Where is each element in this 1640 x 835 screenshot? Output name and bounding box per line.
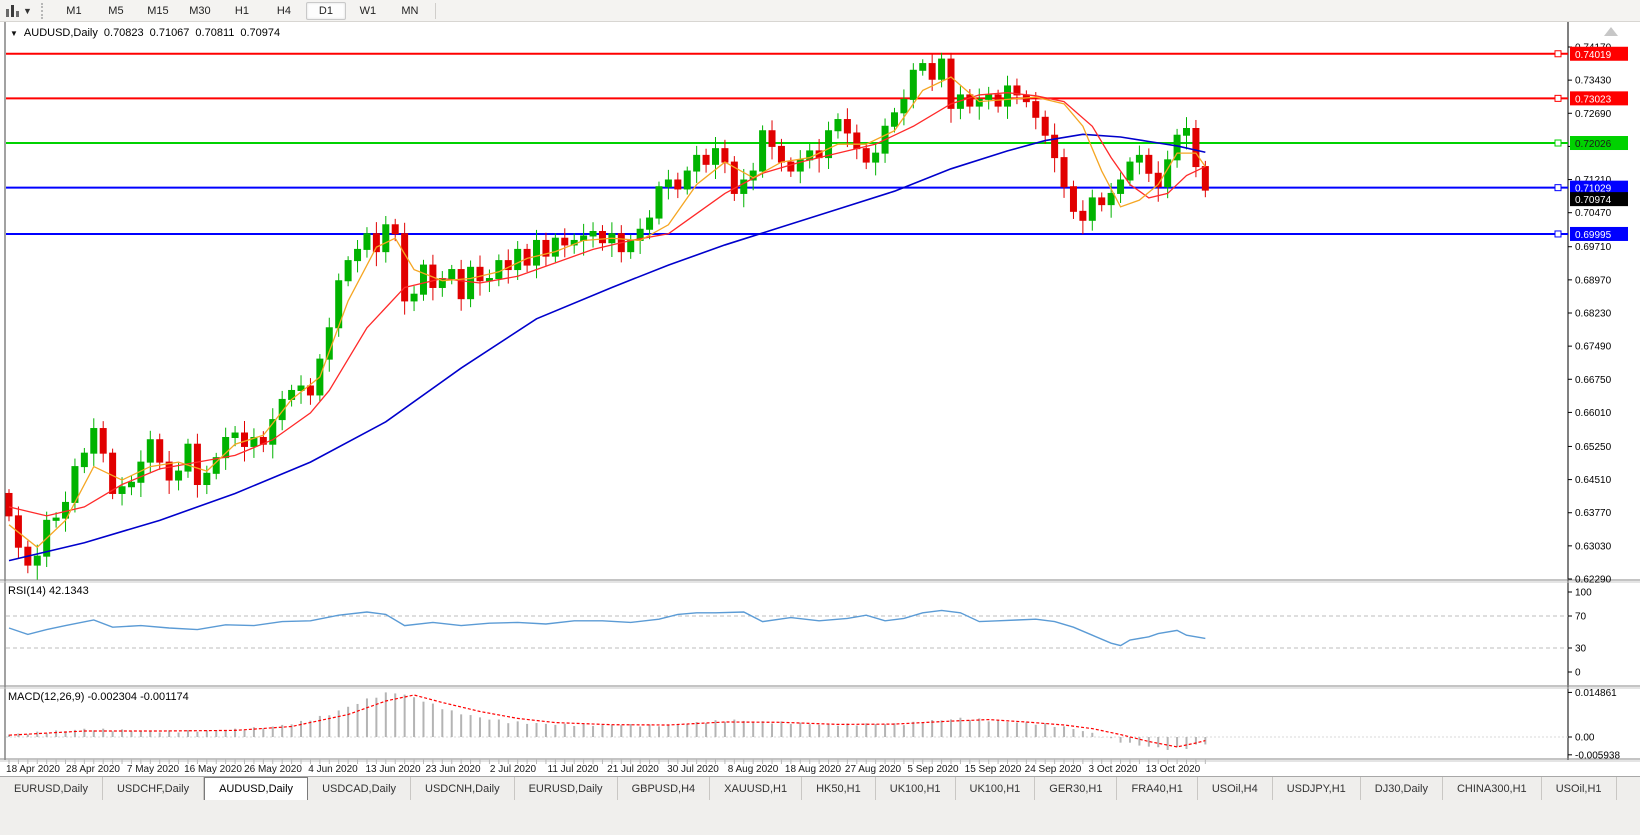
chart-tab-usdcad-daily[interactable]: USDCAD,Daily [308, 777, 412, 800]
timeframe-button-mn[interactable]: MN [401, 4, 419, 17]
collapse-triangle-icon[interactable]: ▼ [10, 28, 18, 38]
timeframe-button-m5[interactable]: M5 [108, 4, 124, 17]
svg-text:13 Jun 2020: 13 Jun 2020 [365, 764, 420, 775]
svg-text:27 Aug 2020: 27 Aug 2020 [845, 764, 902, 775]
timeframe-toolbar: ▼ M1 M5 M15 M30 H1 H4 D1 W1 MN [0, 0, 1640, 22]
svg-text:5 Sep 2020: 5 Sep 2020 [907, 764, 959, 775]
chart-tab-usoil-h4[interactable]: USOil,H4 [1198, 777, 1273, 800]
chart-window: ▼ AUDUSD,Daily 0.70823 0.71067 0.70811 0… [0, 21, 1640, 776]
svg-text:3 Oct 2020: 3 Oct 2020 [1089, 764, 1138, 775]
chart-tab-fra40-h1[interactable]: FRA40,H1 [1117, 777, 1198, 800]
chart-title: ▼ AUDUSD,Daily 0.70823 0.71067 0.70811 0… [10, 26, 286, 40]
svg-text:13 Oct 2020: 13 Oct 2020 [1146, 764, 1201, 775]
svg-text:21 Jul 2020: 21 Jul 2020 [607, 764, 659, 775]
timeframe-button-h4[interactable]: H4 [276, 4, 291, 17]
svg-text:16 May 2020: 16 May 2020 [184, 764, 242, 775]
svg-text:0.73023: 0.73023 [1575, 94, 1612, 105]
timeframe-button-m30[interactable]: M30 [189, 4, 211, 17]
low-value: 0.70811 [195, 27, 235, 39]
chart-tab-gbpusd-h4[interactable]: GBPUSD,H4 [618, 777, 711, 800]
status-strip [0, 799, 1640, 835]
scroll-to-end-icon[interactable] [1604, 27, 1618, 36]
chart-tab-usdcnh-daily[interactable]: USDCNH,Daily [411, 777, 515, 800]
rsi-indicator-label: RSI(14) 42.1343 [8, 585, 89, 597]
timeframe-button-d1[interactable]: D1 [305, 1, 346, 20]
chart-tab-eurusd-daily[interactable]: EURUSD,Daily [0, 777, 103, 800]
svg-text:0.72690: 0.72690 [1575, 109, 1612, 120]
svg-text:0.63030: 0.63030 [1575, 541, 1612, 552]
timeframe-button-m15[interactable]: M15 [147, 4, 169, 17]
svg-text:0.65250: 0.65250 [1575, 442, 1612, 453]
svg-text:0.67490: 0.67490 [1575, 342, 1612, 353]
chart-tab-dj30-daily[interactable]: DJ30,Daily [1361, 777, 1443, 800]
svg-text:8 Aug 2020: 8 Aug 2020 [728, 764, 779, 775]
high-value: 0.71067 [149, 27, 190, 39]
svg-text:0.70974: 0.70974 [1575, 195, 1612, 206]
chart-tab-uk100-h1[interactable]: UK100,H1 [956, 777, 1036, 800]
timeframe-button-m1[interactable]: M1 [66, 4, 82, 17]
svg-text:2 Jul 2020: 2 Jul 2020 [490, 764, 537, 775]
svg-text:7 May 2020: 7 May 2020 [127, 764, 180, 775]
chart-tab-usdchf-daily[interactable]: USDCHF,Daily [103, 777, 205, 800]
svg-text:28 Apr 2020: 28 Apr 2020 [66, 764, 120, 775]
chart-tab-eurusd-daily[interactable]: EURUSD,Daily [515, 777, 618, 800]
svg-text:0.66010: 0.66010 [1575, 408, 1612, 419]
svg-text:0.71210: 0.71210 [1575, 175, 1612, 186]
price-chart-canvas[interactable]: 0.741700.734300.726900.719500.712100.704… [0, 21, 1640, 776]
svg-text:0.69710: 0.69710 [1575, 242, 1612, 253]
toolbar-separator [434, 2, 436, 19]
chart-tab-hk50-h1[interactable]: HK50,H1 [802, 777, 876, 800]
svg-text:15 Sep 2020: 15 Sep 2020 [965, 764, 1022, 775]
close-value: 0.70974 [240, 27, 281, 39]
chart-tab-uk100-h1[interactable]: UK100,H1 [876, 777, 956, 800]
macd-indicator-label: MACD(12,26,9) -0.002304 -0.001174 [8, 691, 189, 703]
svg-text:0: 0 [1575, 668, 1581, 679]
chart-tab-usoil-h1[interactable]: USOil,H1 [1542, 777, 1617, 800]
svg-text:0.69995: 0.69995 [1575, 230, 1612, 241]
chevron-down-icon[interactable]: ▼ [23, 5, 32, 16]
chart-tab-audusd-daily[interactable]: AUDUSD,Daily [204, 777, 309, 800]
open-value: 0.70823 [103, 27, 144, 39]
svg-text:0.70470: 0.70470 [1575, 208, 1612, 219]
svg-text:0.68970: 0.68970 [1575, 275, 1612, 286]
indicator-chart-icon[interactable] [4, 3, 22, 18]
svg-text:0.00: 0.00 [1575, 733, 1595, 744]
symbol-label: AUDUSD,Daily [23, 27, 98, 39]
chart-tab-ger30-h1[interactable]: GER30,H1 [1035, 777, 1118, 800]
svg-text:0.68230: 0.68230 [1575, 309, 1612, 320]
svg-text:4 Jun 2020: 4 Jun 2020 [308, 764, 358, 775]
timeframe-button-h1[interactable]: H1 [234, 4, 249, 17]
svg-text:0.66750: 0.66750 [1575, 375, 1612, 386]
svg-text:0.73430: 0.73430 [1575, 76, 1612, 87]
chart-tab-usdjpy-h1[interactable]: USDJPY,H1 [1273, 777, 1361, 800]
chart-tab-xauusd-h1[interactable]: XAUUSD,H1 [710, 777, 803, 800]
svg-text:23 Jun 2020: 23 Jun 2020 [425, 764, 480, 775]
svg-text:30 Jul 2020: 30 Jul 2020 [667, 764, 719, 775]
svg-text:100: 100 [1575, 588, 1592, 599]
svg-text:0.62290: 0.62290 [1575, 575, 1612, 586]
svg-text:0.74019: 0.74019 [1575, 50, 1612, 61]
svg-text:0.63770: 0.63770 [1575, 508, 1612, 519]
toolbar-grip[interactable] [40, 2, 48, 19]
svg-text:0.014861: 0.014861 [1575, 688, 1617, 699]
svg-text:30: 30 [1575, 644, 1587, 655]
svg-text:70: 70 [1575, 612, 1587, 623]
svg-text:0.72026: 0.72026 [1575, 139, 1612, 150]
chart-tab-china300-h1[interactable]: CHINA300,H1 [1443, 777, 1542, 800]
svg-text:-0.005938: -0.005938 [1575, 750, 1620, 761]
timeframe-button-w1[interactable]: W1 [359, 4, 377, 17]
svg-text:26 May 2020: 26 May 2020 [244, 764, 302, 775]
svg-text:24 Sep 2020: 24 Sep 2020 [1025, 764, 1082, 775]
chart-tab-bar: EURUSD,Daily USDCHF,Daily AUDUSD,Daily USDC… [0, 776, 1640, 800]
svg-text:0.71029: 0.71029 [1575, 184, 1612, 195]
svg-text:18 Apr 2020: 18 Apr 2020 [6, 764, 60, 775]
svg-text:11 Jul 2020: 11 Jul 2020 [548, 764, 599, 775]
svg-text:0.64510: 0.64510 [1575, 475, 1612, 486]
svg-text:18 Aug 2020: 18 Aug 2020 [785, 764, 842, 775]
